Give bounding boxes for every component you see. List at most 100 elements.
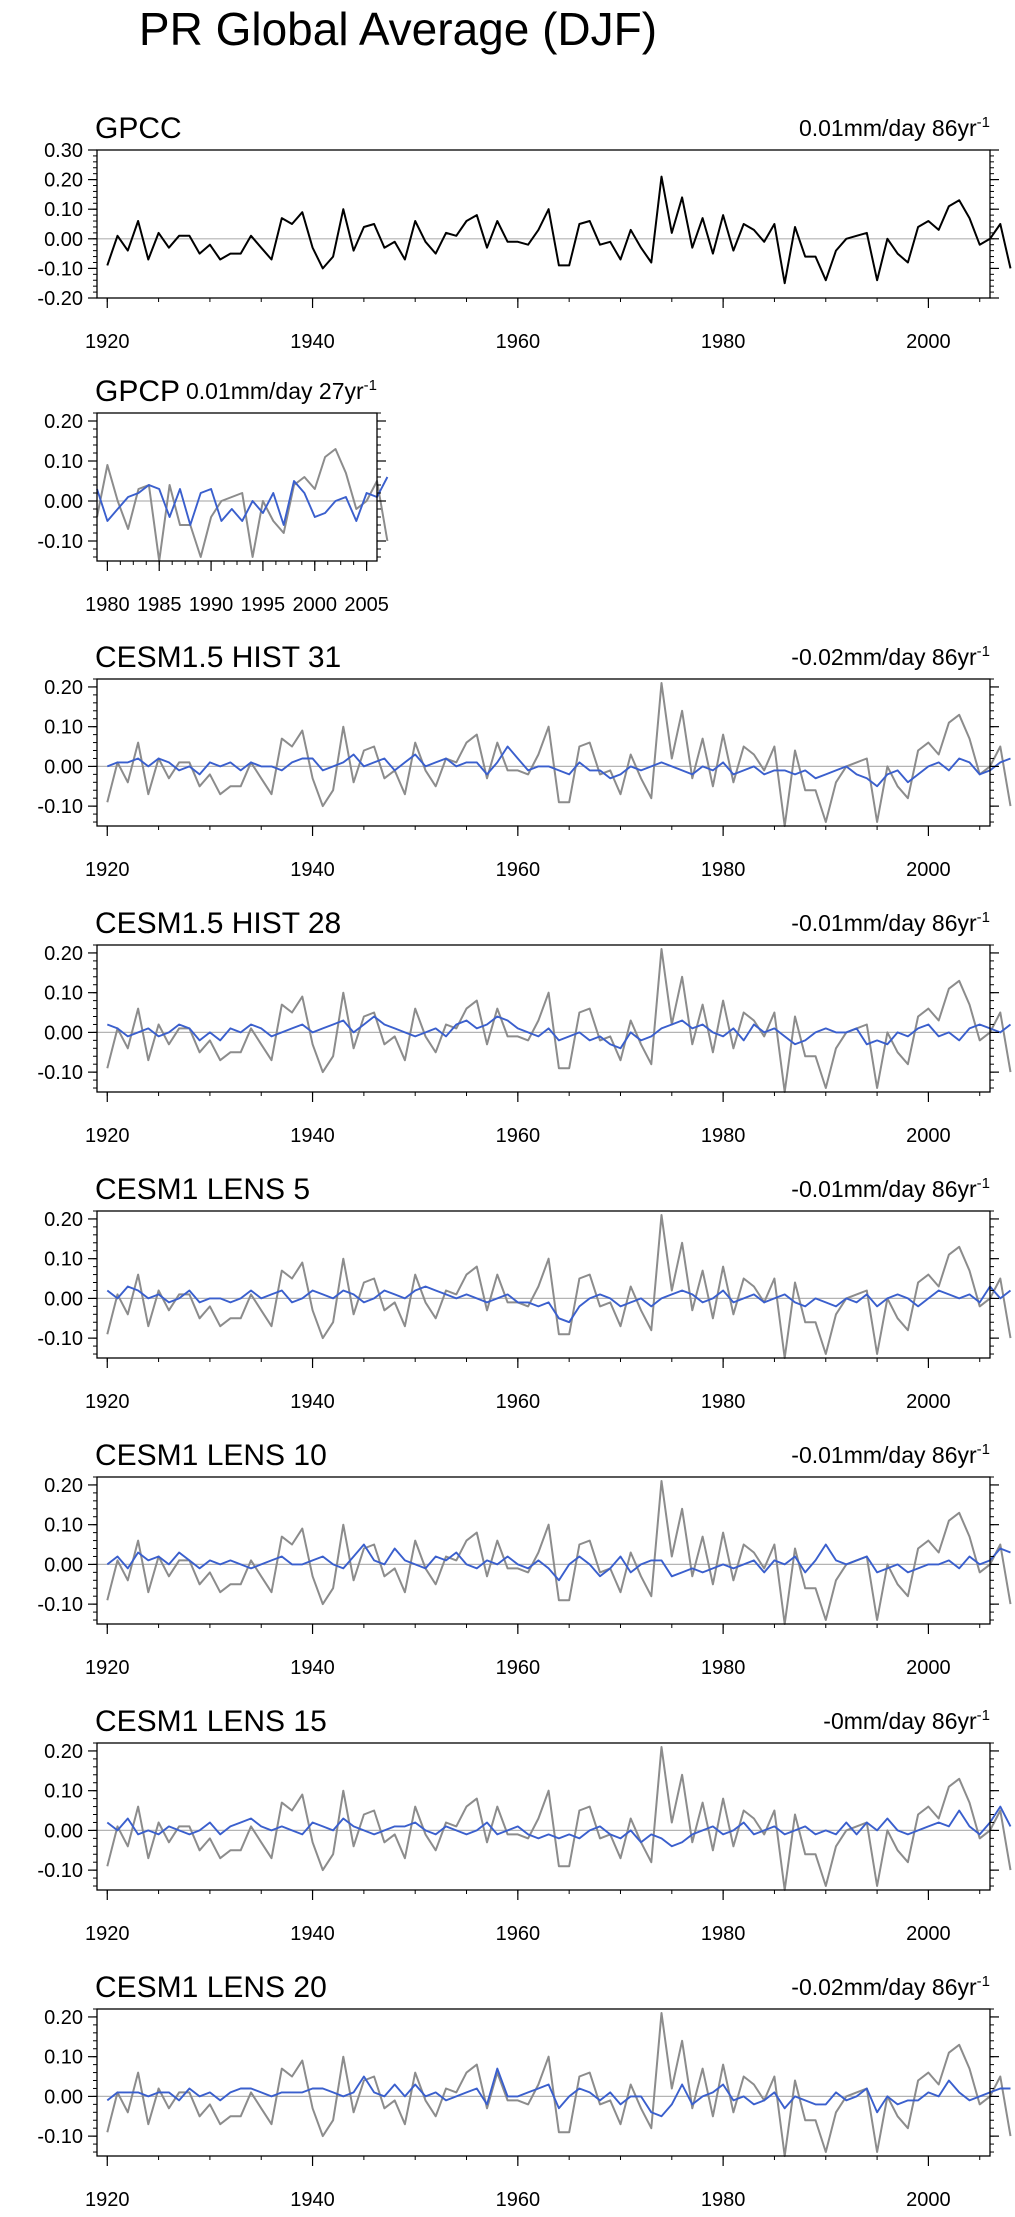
x-tick-label: 1920 [85, 1657, 130, 1679]
series-line-reference [106, 1746, 1012, 1891]
panel-title: CESM1 LENS 5 [95, 1173, 310, 1206]
series-line-reference [96, 448, 389, 562]
panel-8: -0.10 0.00 0.10 0.20 1920 1940 1960 1980 2000 CES… [37, 1971, 1012, 2211]
y-tick-label: 0.00 [44, 756, 83, 778]
x-tick-label: 1980 [701, 2189, 746, 2211]
y-tick-label: 0.10 [44, 1781, 83, 1803]
plot-frame [96, 944, 991, 1093]
trend-label: 0.01mm/day 27yr-1 [186, 377, 377, 404]
trend-label: -0mm/day 86yr-1 [823, 1707, 990, 1734]
y-tick-label: 0.10 [44, 717, 83, 739]
y-tick-label: 0.00 [44, 2086, 83, 2108]
x-tick-label: 2000 [293, 594, 338, 616]
y-tick-label: -0.10 [37, 2126, 83, 2148]
panel-title: GPCP [95, 375, 180, 408]
x-tick-label: 2000 [906, 859, 951, 881]
series-line-reference [106, 948, 1012, 1093]
x-tick-label: 1980 [85, 594, 130, 616]
x-tick-label: 1990 [189, 594, 234, 616]
x-tick-label: 1980 [701, 859, 746, 881]
series-line-reference [106, 2012, 1012, 2157]
y-tick-label: 0.20 [44, 1209, 83, 1231]
trend-superscript: -1 [977, 114, 990, 131]
x-tick-label: 1980 [701, 1391, 746, 1413]
y-tick-label: -0.10 [37, 1860, 83, 1882]
y-tick-label: 0.20 [44, 677, 83, 699]
plot-frame [96, 1476, 991, 1625]
trend-superscript: -1 [977, 643, 990, 660]
y-tick-label: 0.10 [44, 451, 83, 473]
trend-superscript: -1 [977, 1175, 990, 1192]
y-tick-label: -0.10 [37, 1062, 83, 1084]
y-tick-label: -0.10 [37, 258, 83, 280]
series-line-reference [106, 1214, 1012, 1359]
x-tick-label: 1940 [290, 331, 335, 353]
x-tick-label: 2000 [906, 331, 951, 353]
x-tick-label: 1940 [290, 1657, 335, 1679]
series-line-model [106, 2067, 1011, 2118]
x-tick-label: 1985 [137, 594, 182, 616]
plot-frame [96, 1210, 991, 1359]
y-tick-label: 0.10 [44, 199, 83, 221]
x-tick-label: 1980 [701, 1125, 746, 1147]
panel-7: -0.10 0.00 0.10 0.20 1920 1940 1960 1980 2000 CES… [37, 1705, 1012, 1945]
y-tick-label: 0.20 [44, 1475, 83, 1497]
series-line-observed [106, 175, 1012, 285]
x-tick-label: 1920 [85, 1391, 130, 1413]
y-tick-label: 0.20 [44, 2007, 83, 2029]
x-tick-label: 1920 [85, 859, 130, 881]
x-tick-label: 2000 [906, 1391, 951, 1413]
series-line-reference [106, 1480, 1012, 1625]
y-tick-label: 0.20 [44, 411, 83, 433]
figure-title: PR Global Average (DJF) [139, 3, 657, 55]
trend-label: 0.01mm/day 86yr-1 [799, 114, 990, 141]
series-line-model [96, 476, 389, 526]
panel-3: -0.10 0.00 0.10 0.20 1920 1940 1960 1980 2000 CES… [37, 641, 1012, 881]
y-tick-label: 0.20 [44, 943, 83, 965]
x-tick-label: 1960 [496, 1125, 541, 1147]
y-tick-label: -0.10 [37, 796, 83, 818]
x-tick-label: 1980 [701, 1657, 746, 1679]
y-tick-label: 0.10 [44, 1249, 83, 1271]
trend-superscript: -1 [364, 377, 377, 394]
x-tick-label: 1995 [241, 594, 286, 616]
y-tick-label: 0.10 [44, 1515, 83, 1537]
y-tick-label: 0.00 [44, 1288, 83, 1310]
y-tick-label: -0.10 [37, 1328, 83, 1350]
y-tick-label: 0.30 [44, 140, 83, 162]
panel-6: -0.10 0.00 0.10 0.20 1920 1940 1960 1980 2000 CES… [37, 1439, 1012, 1679]
x-tick-label: 1960 [496, 859, 541, 881]
trend-label: -0.01mm/day 86yr-1 [791, 1175, 990, 1202]
y-tick-label: -0.10 [37, 531, 83, 553]
y-tick-label: 0.00 [44, 229, 83, 251]
y-tick-label: 0.00 [44, 1022, 83, 1044]
panel-title: CESM1 LENS 10 [95, 1439, 327, 1472]
x-tick-label: 1980 [701, 1923, 746, 1945]
panels: -0.20 -0.10 0.00 0.10 0.20 0.30 1920 1940 1960 19… [37, 112, 1012, 2211]
x-tick-label: 1940 [290, 2189, 335, 2211]
y-tick-label: 0.00 [44, 1554, 83, 1576]
plot-frame [96, 149, 991, 299]
x-tick-label: 2000 [906, 1125, 951, 1147]
y-tick-label: 0.10 [44, 983, 83, 1005]
plot-frame [96, 412, 378, 562]
panel-4: -0.10 0.00 0.10 0.20 1920 1940 1960 1980 2000 CES… [37, 907, 1012, 1147]
x-tick-label: 1920 [85, 1923, 130, 1945]
trend-label: -0.01mm/day 86yr-1 [791, 1441, 990, 1468]
panel-title: GPCC [95, 112, 182, 145]
series-line-model [106, 1015, 1012, 1050]
series-line-model [106, 745, 1011, 788]
x-tick-label: 1960 [496, 1923, 541, 1945]
x-tick-label: 1920 [85, 1125, 130, 1147]
series-line-model [106, 1543, 1011, 1582]
x-tick-label: 1960 [496, 1391, 541, 1413]
y-tick-label: 0.20 [44, 170, 83, 192]
series-line-reference [106, 682, 1012, 827]
x-tick-label: 1960 [496, 2189, 541, 2211]
x-tick-label: 1940 [290, 859, 335, 881]
x-tick-label: 1960 [496, 1657, 541, 1679]
plot-frame [96, 678, 991, 827]
x-tick-label: 1920 [85, 2189, 130, 2211]
series-line-model [106, 1805, 1012, 1848]
